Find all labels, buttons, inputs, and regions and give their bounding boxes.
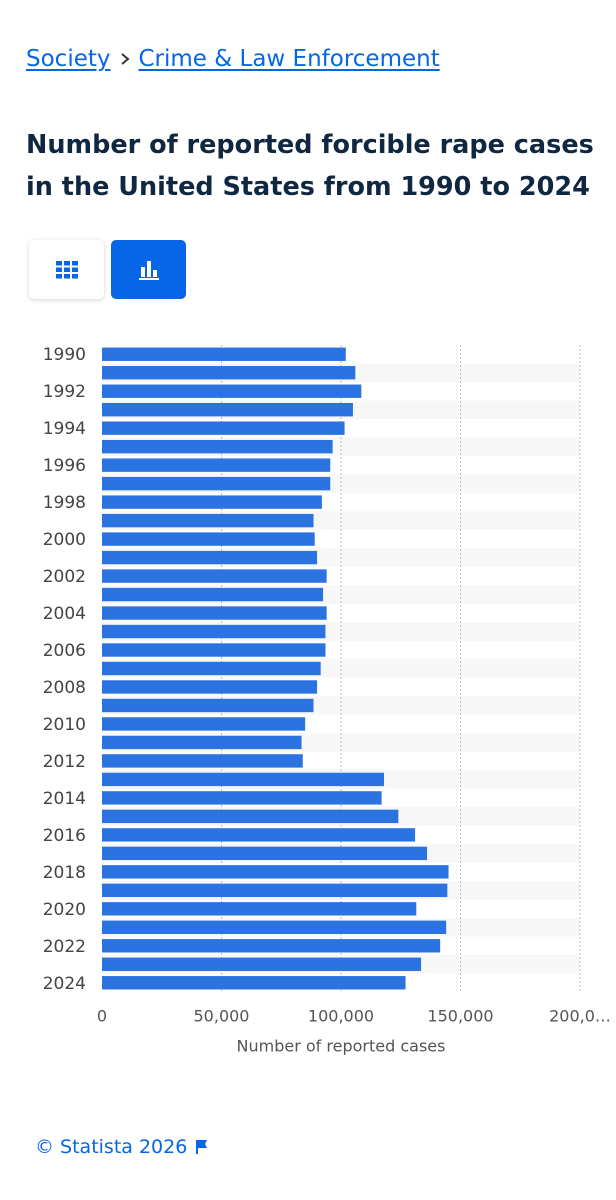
y-tick-label: 2020 xyxy=(43,900,86,920)
bar xyxy=(102,902,417,916)
bar xyxy=(102,717,306,731)
bar xyxy=(102,735,302,750)
bar xyxy=(102,957,422,971)
bar xyxy=(102,495,322,509)
bar xyxy=(102,643,326,657)
bar xyxy=(102,976,406,990)
y-tick-label: 2014 xyxy=(43,789,86,809)
copyright: © Statista 2026 xyxy=(35,1136,188,1158)
y-tick-label: 2004 xyxy=(43,604,86,624)
x-tick-label: 150,000 xyxy=(427,1007,493,1026)
bar xyxy=(102,791,382,805)
bar xyxy=(102,476,331,491)
chart-title: Number of reported forcible rape cases i… xyxy=(26,130,594,202)
chart: 0 50,000 100,000 150,000 200,0… Number of rep… xyxy=(43,345,611,1056)
bar xyxy=(102,550,318,565)
y-tick-label: 2010 xyxy=(43,715,86,735)
y-tick-label: 1998 xyxy=(43,493,86,513)
bar xyxy=(102,939,441,953)
breadcrumb: Society Crime & Law Enforcement xyxy=(26,46,440,72)
table-icon xyxy=(55,260,78,278)
y-tick-label: 2000 xyxy=(43,530,86,550)
bar xyxy=(102,532,315,546)
x-tick-label: 200,0… xyxy=(549,1007,611,1026)
y-tick-label: 1996 xyxy=(43,456,86,476)
y-tick-label: 2018 xyxy=(43,863,86,883)
chart-icon xyxy=(138,260,159,280)
bar xyxy=(102,698,314,713)
breadcrumb-link[interactable]: Crime & Law Enforcement xyxy=(138,46,440,72)
bar xyxy=(102,754,303,768)
y-tick-label: 2012 xyxy=(43,752,86,772)
y-tick-label: 1994 xyxy=(43,419,86,439)
bar xyxy=(102,366,356,380)
bar xyxy=(102,403,353,417)
bar xyxy=(102,661,321,676)
bar xyxy=(102,384,362,398)
bar xyxy=(102,439,333,454)
x-axis-label: Number of reported cases xyxy=(237,1037,446,1056)
x-tick-label: 0 xyxy=(97,1007,107,1026)
bar xyxy=(102,421,345,435)
y-tick-label: 2016 xyxy=(43,826,86,846)
bar xyxy=(102,920,447,934)
footer: © Statista 2026 xyxy=(35,1136,209,1158)
flag-icon[interactable] xyxy=(195,1139,209,1155)
bar xyxy=(102,772,385,787)
bar xyxy=(102,624,326,639)
y-tick-label: 1992 xyxy=(43,382,86,402)
breadcrumb-link[interactable]: Society xyxy=(26,46,111,72)
bar xyxy=(102,883,448,898)
bar xyxy=(102,569,327,583)
chart-view-button[interactable] xyxy=(111,240,186,299)
y-tick-label: 2024 xyxy=(43,974,86,994)
bar xyxy=(102,606,327,620)
y-tick-label: 1990 xyxy=(43,345,86,365)
y-tick-label: 2008 xyxy=(43,678,86,698)
bar xyxy=(102,828,416,842)
bar xyxy=(102,809,399,824)
bar xyxy=(102,865,449,879)
table-view-button[interactable] xyxy=(29,240,104,299)
y-tick-label: 2022 xyxy=(43,937,86,957)
breadcrumb-separator xyxy=(120,53,130,65)
x-tick-label: 100,000 xyxy=(308,1007,374,1026)
bar xyxy=(102,587,324,602)
bar xyxy=(102,458,331,472)
bar xyxy=(102,347,346,361)
bar xyxy=(102,846,428,861)
x-tick-label: 50,000 xyxy=(194,1007,250,1026)
y-tick-label: 2006 xyxy=(43,641,86,661)
bar xyxy=(102,513,314,528)
bar xyxy=(102,680,318,694)
y-tick-label: 2002 xyxy=(43,567,86,587)
